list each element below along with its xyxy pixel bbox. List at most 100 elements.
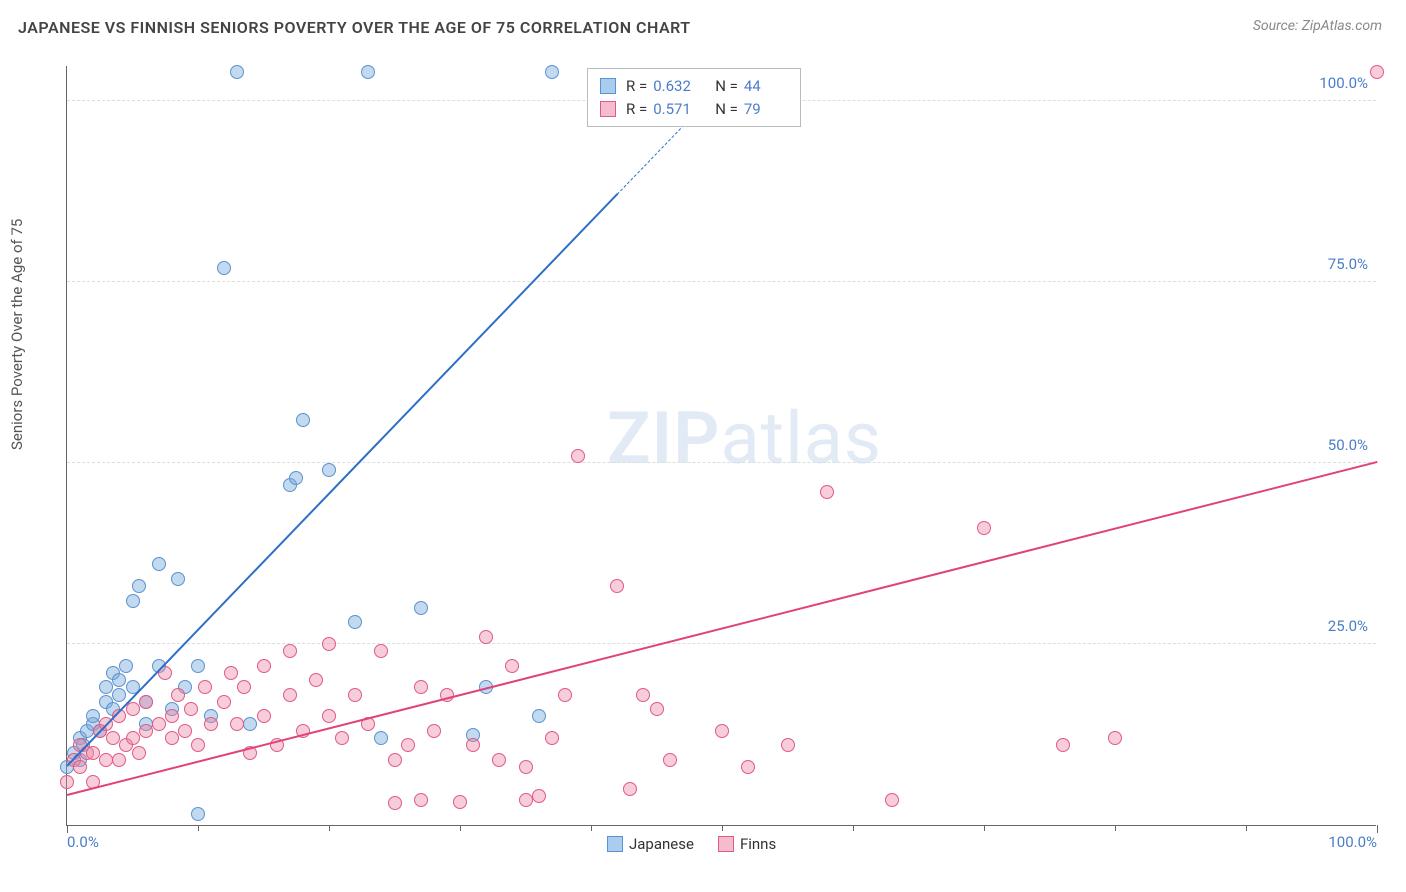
scatter-point [217,695,231,709]
scatter-point [715,724,729,738]
chart-source: Source: ZipAtlas.com [1253,18,1382,34]
scatter-point [414,793,428,807]
scatter-point [479,630,493,644]
scatter-point [126,731,140,745]
legend-item: Japanese [607,835,694,853]
legend-label: Finns [740,835,776,853]
stats-row: R =0.571N =79 [600,98,788,121]
scatter-point [191,807,205,821]
legend-swatch [607,836,623,852]
scatter-point [191,659,205,673]
scatter-point [361,65,375,79]
scatter-point [283,688,297,702]
scatter-point [152,717,166,731]
scatter-point [571,449,585,463]
x-tick [67,825,68,833]
gridline [67,643,1376,644]
scatter-point [165,731,179,745]
scatter-point [126,594,140,608]
gridline [67,462,1376,463]
x-tick [198,825,199,831]
scatter-point [545,731,559,745]
scatter-point [1108,731,1122,745]
scatter-point [532,709,546,723]
plot-area: ZIPatlas 25.0%50.0%75.0%100.0%0.0%100.0%… [66,66,1376,826]
scatter-point [977,521,991,535]
scatter-point [152,557,166,571]
scatter-point [204,717,218,731]
scatter-point [414,601,428,615]
scatter-point [283,644,297,658]
scatter-point [505,659,519,673]
legend-swatch [600,78,616,94]
scatter-point [414,680,428,694]
chart-title: JAPANESE VS FINNISH SENIORS POVERTY OVER… [18,18,691,37]
scatter-point [119,659,133,673]
x-tick [1115,825,1116,831]
gridline [67,281,1376,282]
chart-header: JAPANESE VS FINNISH SENIORS POVERTY OVER… [0,0,1406,45]
scatter-point [296,413,310,427]
scatter-point [322,637,336,651]
scatter-point [237,680,251,694]
scatter-point [171,688,185,702]
scatter-point [171,572,185,586]
scatter-point [558,688,572,702]
n-value: 79 [744,98,788,121]
scatter-point [73,760,87,774]
legend-item: Finns [718,835,776,853]
scatter-point [191,738,205,752]
x-tick [329,825,330,831]
scatter-point [519,760,533,774]
scatter-point [610,579,624,593]
scatter-point [1056,738,1070,752]
y-tick-label: 50.0% [1328,436,1368,454]
x-tick [853,825,854,831]
scatter-point [106,731,120,745]
scatter-point [335,731,349,745]
scatter-point [230,717,244,731]
scatter-point [86,746,100,760]
watermark: ZIPatlas [607,396,882,481]
scatter-point [401,738,415,752]
scatter-point [257,709,271,723]
scatter-point [112,753,126,767]
scatter-point [781,738,795,752]
scatter-point [348,688,362,702]
scatter-point [322,709,336,723]
scatter-point [257,659,271,673]
x-tick [591,825,592,831]
scatter-point [374,644,388,658]
scatter-point [322,463,336,477]
trendline [66,194,618,767]
trendline [67,461,1377,796]
scatter-point [112,673,126,687]
scatter-point [492,753,506,767]
scatter-point [309,673,323,687]
scatter-point [374,731,388,745]
scatter-point [132,746,146,760]
legend-swatch [600,101,616,117]
x-tick-label: 0.0% [67,833,99,851]
scatter-point [348,615,362,629]
scatter-point [466,738,480,752]
scatter-point [545,65,559,79]
scatter-point [165,709,179,723]
scatter-point [650,702,664,716]
scatter-point [198,680,212,694]
scatter-point [820,485,834,499]
x-tick [984,825,985,831]
series-legend: Japanese Finns [607,835,776,853]
scatter-point [636,688,650,702]
scatter-point [453,795,467,809]
scatter-point [741,760,755,774]
r-value: 0.632 [653,75,697,98]
scatter-point [217,261,231,275]
scatter-point [86,709,100,723]
stats-row: R =0.632N =44 [600,75,788,98]
x-tick [1246,825,1247,831]
scatter-point [519,793,533,807]
scatter-point [112,688,126,702]
stats-legend: R =0.632N =44R =0.571N =79 [587,68,801,127]
legend-swatch [718,836,734,852]
